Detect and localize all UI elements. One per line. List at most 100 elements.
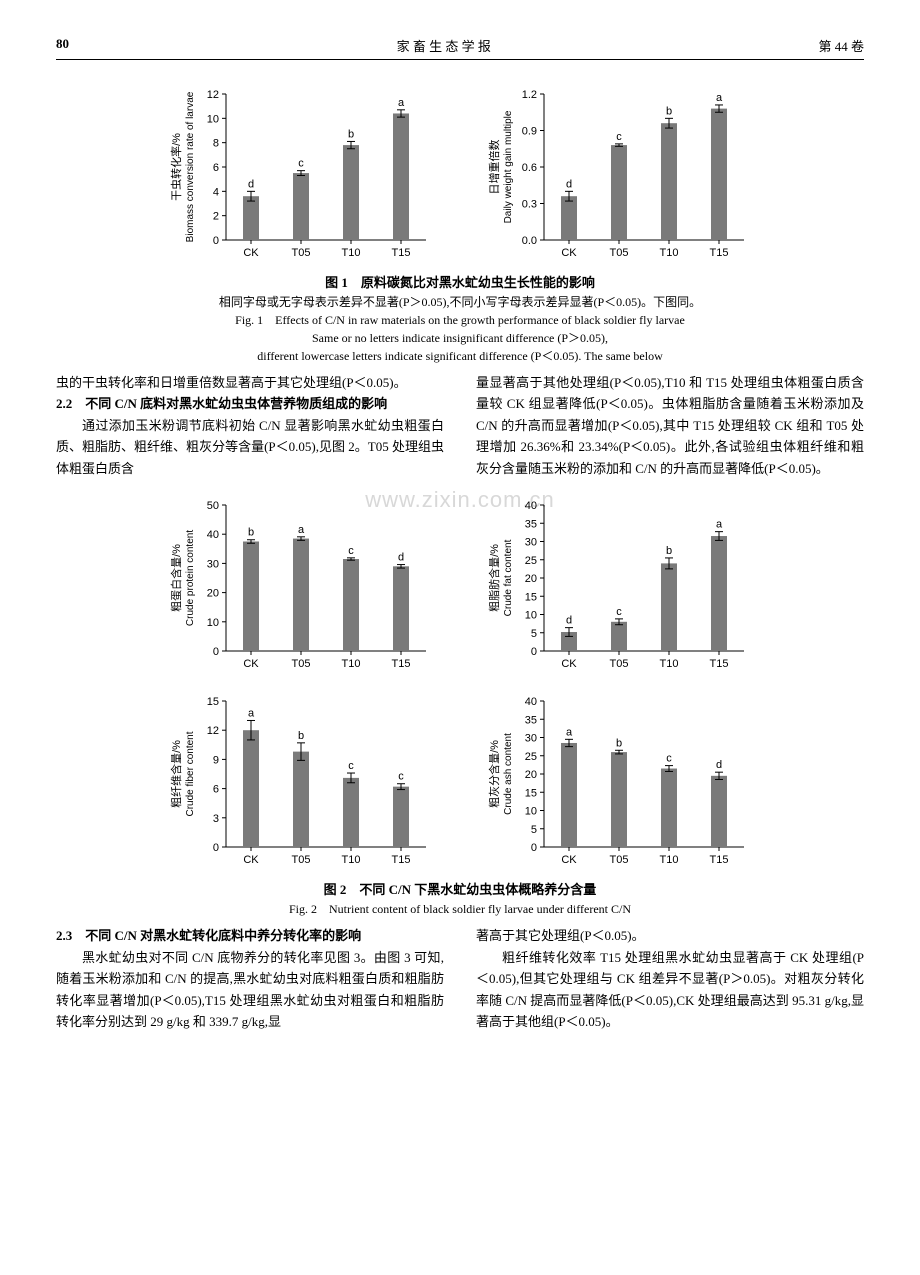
svg-text:6: 6 <box>213 784 219 796</box>
svg-text:a: a <box>298 524 305 536</box>
svg-text:a: a <box>716 519 723 531</box>
svg-text:Crude ash content: Crude ash content <box>503 733 514 815</box>
svg-text:d: d <box>716 759 722 771</box>
page-number: 80 <box>56 36 69 55</box>
svg-text:T10: T10 <box>660 658 679 670</box>
svg-text:c: c <box>616 606 622 618</box>
svg-text:CK: CK <box>243 247 259 259</box>
svg-text:粗灰分含量/%: 粗灰分含量/% <box>487 740 501 808</box>
svg-text:10: 10 <box>525 610 537 622</box>
svg-text:CK: CK <box>243 854 259 866</box>
svg-text:T15: T15 <box>710 658 729 670</box>
svg-text:T15: T15 <box>392 658 411 670</box>
svg-text:c: c <box>348 545 354 557</box>
svg-text:CK: CK <box>561 658 577 670</box>
text-block-2: 2.3 不同 C/N 对黑水虻转化底料中养分转化率的影响 黑水虻幼虫对不同 C/… <box>56 925 864 1032</box>
svg-text:c: c <box>616 131 622 143</box>
text1-right-p1: 量显著高于其他处理组(P＜0.05),T10 和 T15 处理组虫体粗蛋白质含量… <box>476 372 864 479</box>
fig1-note-en-2: different lowercase letters indicate sig… <box>56 347 864 364</box>
text2-right-p1: 著高于其它处理组(P＜0.05)。 <box>476 925 864 946</box>
svg-text:d: d <box>248 178 254 190</box>
figure-2: www.zixin.com.cn 01020304050bCKaT05cT10d… <box>56 487 864 873</box>
svg-text:d: d <box>566 615 572 627</box>
svg-text:粗蛋白含量/%: 粗蛋白含量/% <box>169 544 183 612</box>
svg-text:15: 15 <box>207 696 219 708</box>
svg-text:日增重倍数: 日增重倍数 <box>487 140 501 195</box>
svg-text:b: b <box>616 737 622 749</box>
svg-text:T10: T10 <box>342 658 361 670</box>
journal-title: 家 畜 生 态 学 报 <box>397 36 491 55</box>
svg-text:0: 0 <box>213 842 219 854</box>
svg-text:T15: T15 <box>710 854 729 866</box>
svg-text:9: 9 <box>213 755 219 767</box>
svg-text:CK: CK <box>561 854 577 866</box>
svg-text:10: 10 <box>207 113 219 125</box>
text1-right-col: 量显著高于其他处理组(P＜0.05),T10 和 T15 处理组虫体粗蛋白质含量… <box>476 372 864 479</box>
figure-1: 024681012dCKcT05bT10aT15干虫转化率/%Biomass c… <box>56 76 864 266</box>
fig2-caption-en: Fig. 2 Nutrient content of black soldier… <box>56 900 864 917</box>
svg-text:CK: CK <box>561 247 577 259</box>
fig2-fiber-chart: 03691215aCKbT05cT10cT15粗纤维含量/%Crude fibe… <box>166 683 436 873</box>
svg-text:25: 25 <box>525 555 537 567</box>
svg-text:0.3: 0.3 <box>522 199 537 211</box>
svg-text:10: 10 <box>525 806 537 818</box>
svg-text:20: 20 <box>207 588 219 600</box>
svg-text:20: 20 <box>525 573 537 585</box>
svg-text:a: a <box>716 92 723 104</box>
fig1-left-chart: 024681012dCKcT05bT10aT15干虫转化率/%Biomass c… <box>166 76 436 266</box>
svg-text:40: 40 <box>207 529 219 541</box>
volume-label: 第 44 卷 <box>818 36 864 55</box>
svg-text:T05: T05 <box>292 658 311 670</box>
svg-text:0.0: 0.0 <box>522 235 537 247</box>
svg-text:5: 5 <box>531 628 537 640</box>
svg-text:T05: T05 <box>610 658 629 670</box>
text2-right-p2: 粗纤维转化效率 T15 处理组黑水虻幼虫显著高于 CK 处理组(P＜0.05),… <box>476 947 864 1033</box>
svg-text:12: 12 <box>207 89 219 101</box>
svg-text:0: 0 <box>531 646 537 658</box>
svg-text:b: b <box>666 105 672 117</box>
svg-text:Crude fat content: Crude fat content <box>503 540 514 617</box>
page-header: 80 家 畜 生 态 学 报 第 44 卷 <box>56 36 864 60</box>
svg-text:T05: T05 <box>292 247 311 259</box>
svg-text:Daily weight gain multiple: Daily weight gain multiple <box>503 110 514 223</box>
svg-text:0: 0 <box>213 646 219 658</box>
svg-text:b: b <box>348 128 354 140</box>
svg-text:5: 5 <box>531 824 537 836</box>
svg-text:T05: T05 <box>610 247 629 259</box>
svg-text:CK: CK <box>243 658 259 670</box>
svg-text:30: 30 <box>207 559 219 571</box>
text2-left-col: 2.3 不同 C/N 对黑水虻转化底料中养分转化率的影响 黑水虻幼虫对不同 C/… <box>56 925 444 1032</box>
fig1-caption-en: Fig. 1 Effects of C/N in raw materials o… <box>56 311 864 328</box>
svg-text:T10: T10 <box>342 854 361 866</box>
svg-text:a: a <box>566 727 573 739</box>
svg-text:b: b <box>298 730 304 742</box>
svg-text:15: 15 <box>525 591 537 603</box>
section-2-3-heading: 2.3 不同 C/N 对黑水虻转化底料中养分转化率的影响 <box>56 925 444 946</box>
text1-left-p2: 通过添加玉米粉调节底料初始 C/N 显著影响黑水虻幼虫粗蛋白质、粗脂肪、粗纤维、… <box>56 415 444 479</box>
text1-left-p1: 虫的干虫转化率和日增重倍数显著高于其它处理组(P＜0.05)。 <box>56 372 444 393</box>
svg-text:干虫转化率/%: 干虫转化率/% <box>169 133 183 201</box>
svg-text:c: c <box>348 760 354 772</box>
svg-text:30: 30 <box>525 733 537 745</box>
svg-text:50: 50 <box>207 500 219 512</box>
svg-text:4: 4 <box>213 186 219 198</box>
svg-text:35: 35 <box>525 518 537 530</box>
svg-text:12: 12 <box>207 725 219 737</box>
svg-text:2: 2 <box>213 211 219 223</box>
svg-text:8: 8 <box>213 138 219 150</box>
svg-text:15: 15 <box>525 787 537 799</box>
svg-text:c: c <box>398 771 404 783</box>
fig2-fat-chart: 0510152025303540dCKcT05bT10aT15粗脂肪含量/%Cr… <box>484 487 754 677</box>
svg-text:10: 10 <box>207 617 219 629</box>
svg-text:T05: T05 <box>610 854 629 866</box>
svg-text:T10: T10 <box>342 247 361 259</box>
svg-text:0.6: 0.6 <box>522 162 537 174</box>
svg-text:T10: T10 <box>660 854 679 866</box>
svg-text:T15: T15 <box>392 247 411 259</box>
svg-text:30: 30 <box>525 537 537 549</box>
svg-text:20: 20 <box>525 769 537 781</box>
svg-text:d: d <box>566 178 572 190</box>
fig2-ash-chart: 0510152025303540aCKbT05cT10dT15粗灰分含量/%Cr… <box>484 683 754 873</box>
svg-text:0: 0 <box>213 235 219 247</box>
text2-right-col: 著高于其它处理组(P＜0.05)。 粗纤维转化效率 T15 处理组黑水虻幼虫显著… <box>476 925 864 1032</box>
